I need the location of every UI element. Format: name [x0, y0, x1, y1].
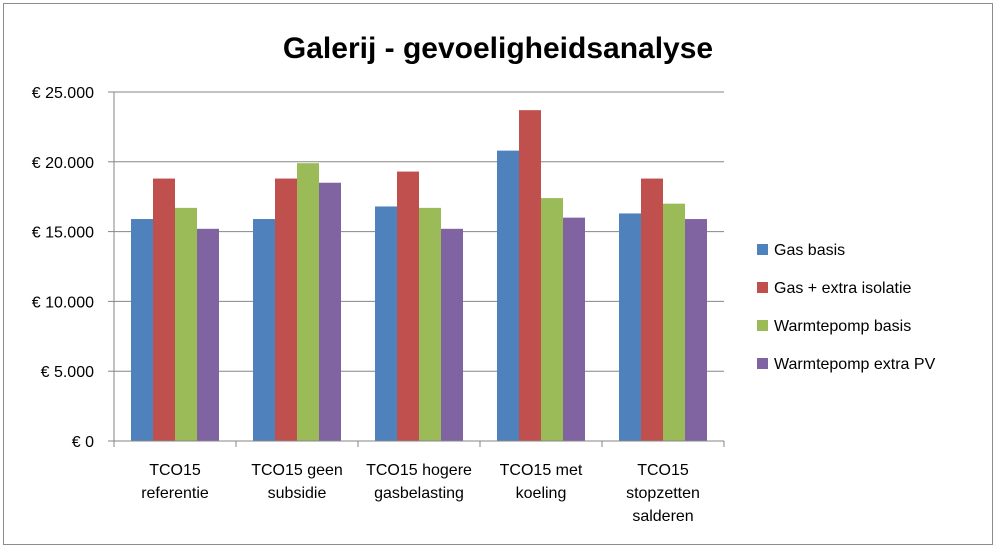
axis-layer: € 0 € 5.000 € 10.000 € 15.000 € 20.000 € 25.0…: [32, 85, 725, 525]
chart-title: Galerij - gevoeligheidsanalyse: [283, 32, 713, 65]
y-tick-label: € 20.000: [32, 155, 94, 172]
bar: [275, 178, 297, 441]
x-tick-label-line: subsidie: [268, 485, 327, 502]
bar: [419, 207, 441, 441]
x-tick-label-line: TCO15: [637, 462, 689, 479]
y-tick-label: € 15.000: [32, 225, 94, 242]
bar: [641, 178, 663, 441]
x-tick-label: TCO15 stopzetten salderen: [626, 462, 700, 525]
bar: [175, 207, 197, 441]
legend-label: Warmtepomp extra PV: [774, 356, 936, 373]
x-tick-label: TCO15 met koeling: [500, 462, 583, 502]
legend-swatch: [757, 358, 768, 369]
y-tick-label: € 5.000: [41, 364, 94, 381]
bar: [319, 182, 341, 442]
legend-swatch: [757, 282, 768, 293]
legend-label: Gas basis: [774, 242, 845, 259]
x-tick-label: TCO15 hogere gasbelasting: [366, 462, 472, 502]
legend: Gas basis Gas + extra isolatie Warmtepomp …: [757, 242, 936, 373]
x-tick-label-line: TCO15 geen: [251, 462, 343, 479]
y-tick-label: € 10.000: [32, 294, 94, 311]
bar: [497, 150, 519, 441]
bar: [563, 217, 585, 441]
x-tick-label-line: salderen: [632, 508, 693, 525]
x-tick-label-line: TCO15: [149, 462, 201, 479]
bar: [197, 228, 219, 441]
bar: [375, 206, 397, 441]
legend-label: Warmtepomp basis: [774, 318, 911, 335]
x-tick-label: TCO15 geen subsidie: [251, 462, 343, 502]
bar: [297, 163, 319, 442]
bar: [441, 228, 463, 441]
bar: [153, 178, 175, 441]
bar: [663, 203, 685, 441]
bar: [519, 110, 541, 441]
x-tick-label-line: TCO15 hogere: [366, 462, 472, 479]
x-tick-label: TCO15 referentie: [141, 462, 209, 502]
legend-swatch: [757, 244, 768, 255]
legend-swatch: [757, 320, 768, 331]
x-tick-label-line: referentie: [141, 485, 209, 502]
x-tick-label-line: stopzetten: [626, 485, 700, 502]
bar: [397, 171, 419, 441]
x-tick-label-line: TCO15 met: [500, 462, 583, 479]
bars-layer: [131, 110, 707, 442]
bar: [253, 219, 275, 441]
bar: [619, 213, 641, 441]
y-tick-label: € 25.000: [32, 85, 94, 102]
x-tick-label-line: gasbelasting: [374, 485, 464, 502]
bar: [685, 219, 707, 441]
bar: [131, 219, 153, 441]
x-tick-label-line: koeling: [516, 485, 567, 502]
legend-label: Gas + extra isolatie: [774, 280, 912, 297]
bar: [541, 198, 563, 441]
y-tick-label: € 0: [72, 434, 94, 451]
